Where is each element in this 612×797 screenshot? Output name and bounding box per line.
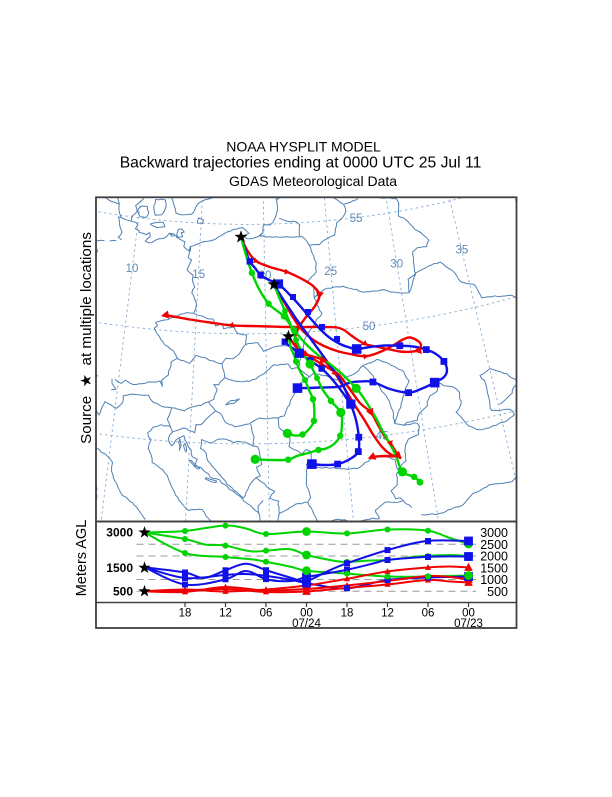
svg-text:07/23: 07/23 (454, 618, 483, 630)
svg-text:35: 35 (456, 245, 469, 257)
svg-text:00: 00 (462, 608, 475, 620)
svg-text:1000: 1000 (480, 573, 508, 587)
svg-text:07/24: 07/24 (292, 618, 321, 630)
svg-text:3000: 3000 (480, 526, 508, 540)
svg-text:15: 15 (192, 269, 205, 281)
svg-text:Source ★ at multiple locatio: Source ★ at multiple locations (78, 232, 95, 444)
svg-text:00: 00 (300, 608, 313, 620)
svg-text:1500: 1500 (106, 561, 133, 575)
svg-text:NOAA HYSPLIT MODEL: NOAA HYSPLIT MODEL (226, 139, 381, 155)
svg-text:06: 06 (260, 608, 273, 620)
svg-text:500: 500 (113, 584, 133, 598)
svg-text:25: 25 (324, 266, 337, 278)
svg-text:30: 30 (390, 259, 403, 271)
svg-text:12: 12 (381, 608, 394, 620)
svg-text:50: 50 (363, 321, 376, 333)
svg-text:18: 18 (179, 608, 192, 620)
svg-text:10: 10 (126, 263, 139, 275)
svg-text:1500: 1500 (480, 561, 508, 575)
svg-text:55: 55 (350, 213, 363, 225)
svg-text:2500: 2500 (480, 538, 508, 552)
svg-text:18: 18 (341, 608, 354, 620)
svg-text:Meters AGL: Meters AGL (74, 520, 90, 597)
svg-text:2000: 2000 (480, 550, 508, 564)
svg-text:500: 500 (487, 585, 508, 599)
svg-text:Backward trajectories ending a: Backward trajectories ending at 0000 UTC… (120, 155, 482, 172)
svg-text:3000: 3000 (106, 526, 133, 540)
svg-text:GDAS Meteorological Data: GDAS Meteorological Data (229, 173, 397, 189)
svg-text:06: 06 (422, 608, 435, 620)
svg-text:12: 12 (219, 608, 232, 620)
